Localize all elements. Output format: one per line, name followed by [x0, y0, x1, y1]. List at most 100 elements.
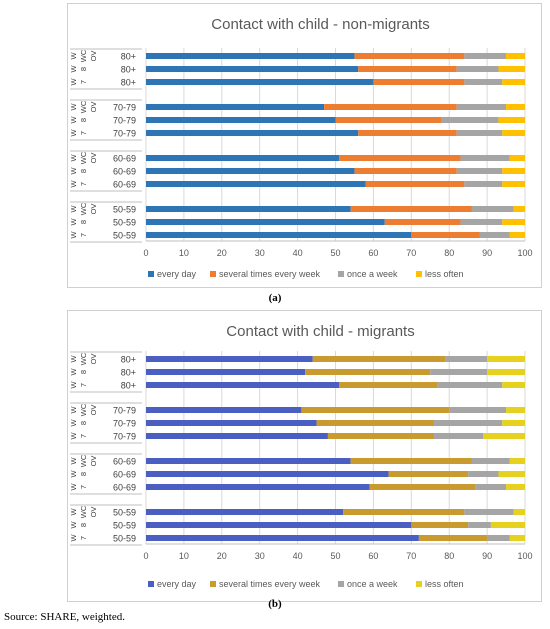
bar-segment	[146, 206, 351, 212]
x-tick-label: 0	[143, 248, 148, 258]
bar-segment	[487, 535, 510, 541]
row-age-label: 70-79	[113, 129, 136, 139]
row-wave-label: OV	[89, 51, 98, 62]
bar-segment	[146, 168, 355, 174]
row-wave-label: WC	[79, 151, 88, 164]
x-tick-label: 40	[293, 551, 303, 561]
bar-segment	[502, 420, 525, 426]
row-wave-label: 8	[79, 472, 88, 476]
row-wave-label: 7	[79, 182, 88, 186]
bar-segment	[146, 181, 366, 187]
row-wave-label: OV	[89, 153, 98, 164]
bar-segment	[445, 356, 488, 362]
row-wave-label: 8	[79, 370, 88, 374]
legend-swatch	[416, 581, 422, 587]
row-wave-label: W	[69, 231, 78, 239]
bar-segment	[411, 232, 480, 238]
chart-a-svg: Contact with child - non-migrants 0 10 20 30…	[69, 16, 533, 279]
row-wave-label: W	[69, 154, 78, 162]
row-wave-label: 7	[79, 131, 88, 135]
row-wave-label: W	[69, 103, 78, 111]
bar-segment	[146, 509, 344, 515]
bar-segment	[350, 458, 472, 464]
bar-segment	[460, 219, 503, 225]
x-tick-label: 10	[179, 248, 189, 258]
row-wave-label: W	[69, 180, 78, 188]
bar-segment	[502, 181, 525, 187]
bar-segment	[513, 509, 525, 515]
x-tick-label: 70	[406, 551, 416, 561]
bar-segment	[456, 66, 499, 72]
row-wave-label: 8	[79, 67, 88, 71]
x-tick-label: 30	[255, 248, 265, 258]
bar-segment	[487, 369, 525, 375]
row-wave-label: W	[69, 470, 78, 478]
legend-label: every day	[157, 579, 197, 589]
row-wave-label: WC	[79, 49, 88, 62]
bar-segment	[498, 117, 525, 123]
chart-panel-a: Contact with child - non-migrants 0 10 20 30…	[67, 3, 542, 288]
x-tick-label: 20	[217, 551, 227, 561]
row-wave-label: OV	[89, 507, 98, 518]
bar-segment	[471, 206, 514, 212]
row-age-label: 50-59	[113, 534, 136, 544]
bar-segment	[487, 356, 525, 362]
bar-segment	[146, 458, 351, 464]
x-tick-label: 80	[444, 551, 454, 561]
bar-segment	[506, 53, 525, 59]
row-age-label: 80+	[121, 52, 136, 62]
legend-label: every day	[157, 269, 197, 279]
caption-a: (a)	[268, 292, 282, 304]
row-wave-label: W	[69, 432, 78, 440]
row-wave-label: WC	[79, 202, 88, 215]
bar-segment	[369, 484, 476, 490]
row-wave-label: 8	[79, 523, 88, 527]
bar-segment	[513, 206, 525, 212]
row-age-label: 50-59	[113, 231, 136, 241]
bar-segment	[475, 484, 507, 490]
row-age-label: 50-59	[113, 508, 136, 518]
row-age-label: 80+	[121, 355, 136, 365]
bar-segment	[460, 155, 510, 161]
legend-label: several times every week	[219, 579, 321, 589]
bar-segment	[146, 484, 370, 490]
row-wave-label: OV	[89, 354, 98, 365]
source-note: Source: SHARE, weighted.	[4, 611, 125, 623]
bar-segment	[498, 471, 525, 477]
bar-segment	[509, 458, 525, 464]
row-wave-label: W	[69, 78, 78, 86]
bar-segment	[335, 117, 442, 123]
x-tick-label: 40	[293, 248, 303, 258]
bar-segment	[502, 79, 525, 85]
row-age-label: 70-79	[113, 116, 136, 126]
row-age-label: 80+	[121, 381, 136, 391]
row-age-label: 50-59	[113, 205, 136, 215]
bar-segment	[430, 369, 488, 375]
row-wave-label: 8	[79, 118, 88, 122]
row-age-label: 80+	[121, 65, 136, 75]
bar-segment	[373, 79, 465, 85]
bar-segment	[350, 206, 472, 212]
row-wave-label: W	[69, 167, 78, 175]
bar-segment	[301, 407, 450, 413]
legend-swatch	[210, 581, 216, 587]
row-wave-label: 7	[79, 233, 88, 237]
bar-segment	[146, 356, 313, 362]
row-wave-label: W	[69, 457, 78, 465]
row-age-label: 60-69	[113, 180, 136, 190]
x-tick-label: 80	[444, 248, 454, 258]
bar-segment	[506, 104, 525, 110]
bar-segment	[411, 522, 469, 528]
row-wave-label: WC	[79, 403, 88, 416]
legend-swatch	[338, 581, 344, 587]
bar-segment	[464, 509, 514, 515]
legend-swatch	[148, 271, 154, 277]
row-age-label: 70-79	[113, 432, 136, 442]
row-age-label: 50-59	[113, 218, 136, 228]
bar-segment	[464, 79, 503, 85]
bar-segment	[456, 104, 507, 110]
legend-label: several times every week	[219, 269, 321, 279]
row-wave-label: 7	[79, 536, 88, 540]
x-tick-label: 70	[406, 248, 416, 258]
bar-segment	[388, 471, 469, 477]
